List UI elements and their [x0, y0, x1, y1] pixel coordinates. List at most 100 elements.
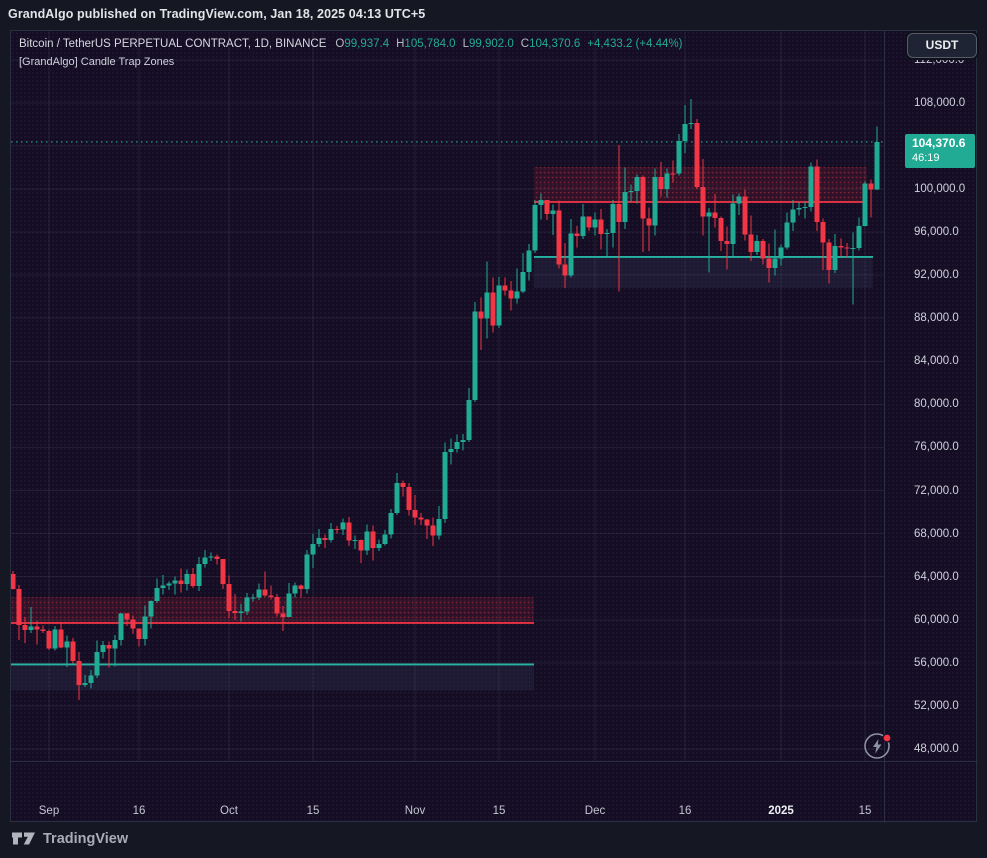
candle[interactable] [490, 277, 496, 333]
candle[interactable] [772, 229, 778, 276]
candle[interactable] [646, 207, 652, 251]
candle[interactable] [514, 268, 520, 304]
candle[interactable] [616, 144, 622, 292]
candle[interactable] [52, 625, 58, 651]
candle[interactable] [592, 212, 598, 236]
candle[interactable] [88, 670, 94, 689]
candle[interactable] [820, 218, 826, 270]
candle[interactable] [160, 575, 166, 595]
candle[interactable] [130, 615, 136, 634]
candle[interactable] [178, 568, 184, 593]
candle[interactable] [280, 605, 286, 632]
candle[interactable] [430, 517, 436, 547]
candle[interactable] [484, 261, 490, 339]
candle[interactable] [292, 582, 298, 598]
candle[interactable] [442, 442, 448, 523]
candle[interactable] [118, 613, 124, 646]
candle[interactable] [670, 160, 676, 183]
candle[interactable] [652, 168, 658, 236]
candle[interactable] [682, 105, 688, 154]
legend-indicator-row[interactable]: [GrandAlgo] Candle Trap Zones [19, 54, 683, 70]
candle[interactable] [496, 276, 502, 328]
candle[interactable] [424, 518, 430, 540]
candle[interactable] [226, 575, 232, 618]
candle[interactable] [802, 201, 808, 219]
candle[interactable] [196, 556, 202, 592]
candle[interactable] [142, 605, 148, 646]
candle[interactable] [412, 494, 418, 525]
candle[interactable] [748, 215, 754, 262]
candle[interactable] [172, 576, 178, 595]
candle[interactable] [838, 238, 844, 257]
candle[interactable] [220, 559, 226, 590]
candle[interactable] [622, 167, 628, 229]
candle[interactable] [106, 641, 112, 668]
candle[interactable] [256, 583, 262, 600]
candle[interactable] [238, 604, 244, 622]
candle[interactable] [742, 189, 748, 241]
candle[interactable] [790, 200, 796, 231]
tradingview-logo[interactable]: TradingView [12, 830, 128, 847]
candle[interactable] [214, 554, 220, 565]
candle[interactable] [340, 518, 346, 536]
candle[interactable] [394, 473, 400, 515]
candle[interactable] [76, 651, 82, 701]
candle[interactable] [40, 625, 46, 634]
candle[interactable] [874, 126, 880, 191]
candle[interactable] [544, 199, 550, 220]
candle[interactable] [316, 529, 322, 548]
legend-symbol-row[interactable]: Bitcoin / TetherUS PERPETUAL CONTRACT, 1… [19, 36, 683, 52]
candle[interactable] [112, 634, 118, 667]
candle[interactable] [262, 571, 268, 598]
candle[interactable] [322, 534, 328, 548]
candle[interactable] [136, 628, 142, 647]
candle[interactable] [556, 200, 562, 269]
candle[interactable] [502, 277, 508, 296]
candle[interactable] [268, 585, 274, 600]
candle[interactable] [562, 242, 568, 289]
candle[interactable] [11, 571, 16, 590]
candle[interactable] [244, 593, 250, 615]
candle[interactable] [100, 640, 106, 659]
candle[interactable] [604, 228, 610, 259]
candle[interactable] [328, 523, 334, 543]
candle[interactable] [310, 534, 316, 569]
candle[interactable] [58, 621, 64, 648]
candle[interactable] [208, 552, 214, 562]
time-axis[interactable]: Sep 16 Oct 15 Nov 15 Dec 16 2025 15 [11, 761, 978, 823]
candle[interactable] [676, 133, 682, 176]
candle[interactable] [688, 98, 694, 129]
candle[interactable] [550, 204, 556, 235]
candle[interactable] [862, 181, 868, 227]
candle[interactable] [202, 549, 208, 568]
candle[interactable] [808, 162, 814, 212]
candle[interactable] [532, 199, 538, 254]
candle[interactable] [286, 582, 292, 618]
candle[interactable] [418, 513, 424, 525]
candle[interactable] [718, 216, 724, 251]
candle[interactable] [784, 212, 790, 250]
candle[interactable] [598, 209, 604, 250]
candle[interactable] [274, 593, 280, 617]
candle[interactable] [472, 301, 478, 403]
candle[interactable] [370, 525, 376, 561]
candle[interactable] [844, 242, 850, 258]
candle[interactable] [190, 567, 196, 588]
candle[interactable] [28, 607, 34, 634]
candle[interactable] [70, 637, 76, 664]
candle[interactable] [478, 297, 484, 350]
candle[interactable] [298, 584, 304, 598]
candle[interactable] [832, 233, 838, 273]
candle[interactable] [154, 578, 160, 604]
candle[interactable] [664, 168, 670, 198]
candle[interactable] [568, 219, 574, 278]
currency-button[interactable]: USDT [907, 33, 977, 58]
candle[interactable] [22, 617, 28, 643]
candle[interactable] [148, 600, 154, 629]
candle[interactable] [712, 193, 718, 228]
candle[interactable] [250, 594, 256, 602]
candle[interactable] [124, 613, 130, 627]
candle[interactable] [868, 179, 874, 218]
price-axis[interactable]: USDT 104,370.6 46:19 112,000.0 108,000.0 1… [884, 31, 978, 823]
candle[interactable] [526, 243, 532, 281]
